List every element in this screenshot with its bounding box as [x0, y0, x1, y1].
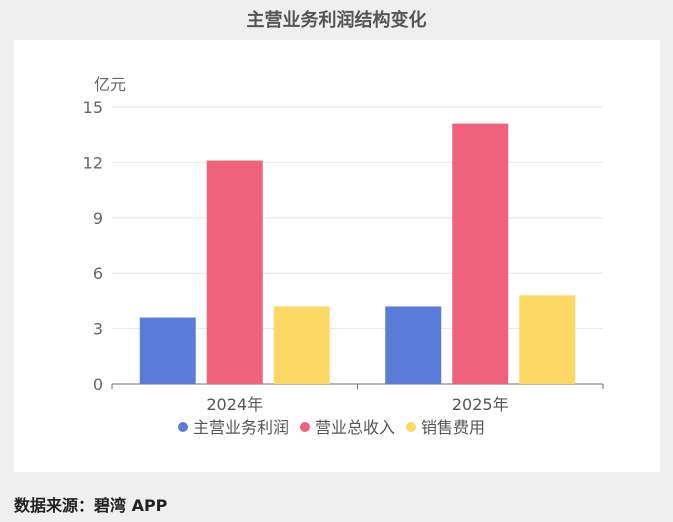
- y-tick-label: 9: [93, 209, 103, 228]
- y-tick-label: 0: [93, 375, 103, 394]
- y-tick-label: 3: [93, 320, 103, 339]
- y-tick-label: 6: [93, 264, 103, 283]
- y-tick-label: 12: [83, 153, 103, 172]
- source-note: 数据来源：碧湾 APP: [14, 496, 168, 515]
- legend-marker: [178, 422, 188, 432]
- y-axis-unit-label: 亿元: [94, 75, 126, 94]
- bar: [452, 123, 509, 385]
- bar: [519, 295, 576, 384]
- x-tick-label: 2025年: [452, 395, 509, 414]
- bar: [206, 160, 263, 384]
- chart-panel: 亿元 0 3 6 9 12 15 2024年 2025年主营业务利润 营业总收入 销售费用: [14, 40, 660, 472]
- legend-marker: [300, 422, 310, 432]
- legend-label: 销售费用: [421, 418, 485, 437]
- bar: [139, 317, 196, 384]
- legend-label: 主营业务利润: [193, 418, 289, 437]
- bar: [273, 306, 330, 384]
- bar: [385, 306, 442, 384]
- x-tick-label: 2024年: [206, 395, 263, 414]
- legend-label: 营业总收入: [315, 418, 395, 437]
- chart-title: 主营业务利润结构变化: [246, 10, 427, 31]
- legend-marker: [406, 422, 416, 432]
- y-tick-label: 15: [83, 98, 103, 117]
